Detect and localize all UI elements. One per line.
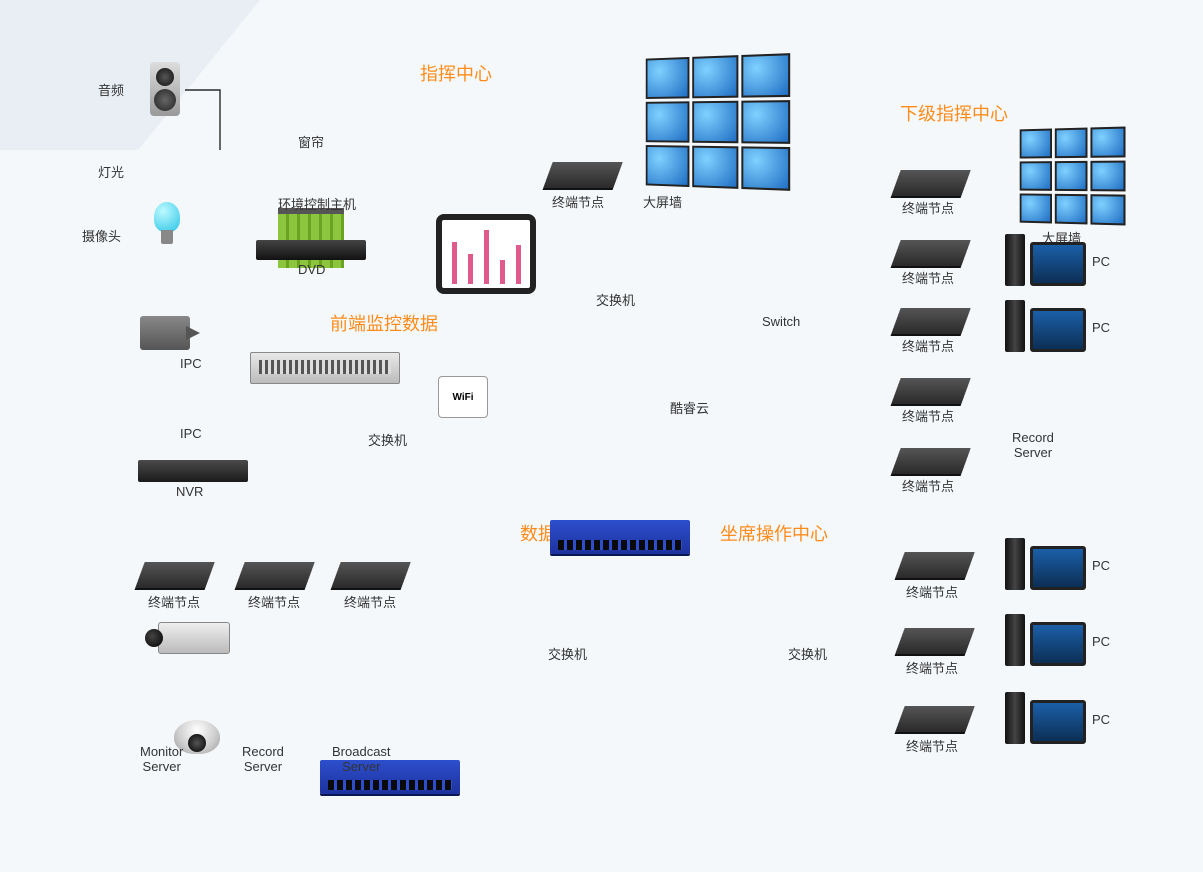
pc-label-sub-2: PC [1092,320,1110,335]
audio-label: 音频 [98,80,124,99]
broadcast-server-label: Broadcast Server [332,744,391,774]
pc-tower-1 [1005,538,1025,590]
pc-label-3: PC [1092,712,1110,727]
env-host-label: 环境控制主机 [278,194,356,213]
pc-mon-sub-1 [1030,242,1086,286]
zone-sub-command-center: 下级指挥中心 [900,100,1008,126]
terminal-op-2 [895,628,974,654]
camera-label: 摄像头 [82,226,121,245]
terminal-sub-3-label: 终端节点 [902,336,954,355]
tablet-icon [436,214,536,294]
record-server-label: Record Server [242,744,284,774]
terminal-op-2-label: 终端节点 [906,658,958,677]
ipc-label-2: IPC [180,426,202,441]
video-wall-large [646,53,790,191]
pc-label-2: PC [1092,634,1110,649]
env-host-icon [250,352,400,384]
terminal-op-3 [895,706,974,732]
terminal-sub-2-label: 终端节点 [902,268,954,287]
dvd-label: DVD [298,262,325,277]
terminal-label-cc: 终端节点 [552,192,604,211]
video-wall-label: 大屏墙 [643,192,682,211]
record-server-sub-label: Record Server [1012,430,1054,460]
terminal-label-dc-3: 终端节点 [344,592,396,611]
pc-mon-3 [1030,700,1086,744]
terminal-node-cc [543,162,622,188]
ipc-label-1: IPC [180,356,202,371]
terminal-dc-3 [331,562,410,588]
terminal-dc-1 [135,562,214,588]
ipc-box-icon [158,622,230,654]
zone-operator-center: 坐席操作中心 [720,520,828,546]
terminal-sub-5-label: 终端节点 [902,476,954,495]
cloud-label: 酷睿云 [670,398,709,417]
curtain-label: 窗帘 [298,132,324,151]
video-wall-small [1020,126,1126,225]
terminal-sub-3 [891,308,970,334]
speaker-icon [150,62,180,116]
wifi-icon: WiFi [438,376,488,418]
light-label: 灯光 [98,162,124,181]
pc-tower-sub-2 [1005,300,1025,352]
zone-front-monitor: 前端监控数据 [330,310,438,336]
terminal-sub-1 [891,170,970,196]
pc-mon-sub-2 [1030,308,1086,352]
switch-label-sub: Switch [762,314,800,329]
terminal-sub-4-label: 终端节点 [902,406,954,425]
switch-label-op: 交换机 [788,644,827,663]
nvr-icon [138,460,248,482]
switch-label-front: 交换机 [368,430,407,449]
pc-tower-sub-1 [1005,234,1025,286]
pc-tower-3 [1005,692,1025,744]
pc-mon-1 [1030,546,1086,590]
terminal-dc-2 [235,562,314,588]
pc-mon-2 [1030,622,1086,666]
terminal-label-dc-1: 终端节点 [148,592,200,611]
camera-icon [140,316,190,350]
terminal-sub-5 [891,448,970,474]
pc-tower-2 [1005,614,1025,666]
terminal-op-1 [895,552,974,578]
terminal-sub-1-label: 终端节点 [902,198,954,217]
dvd-icon [256,240,366,260]
terminal-op-1-label: 终端节点 [906,582,958,601]
switch-cc [550,520,690,554]
terminal-sub-2 [891,240,970,266]
zone-command-center: 指挥中心 [420,60,492,86]
switch-label-dc: 交换机 [548,644,587,663]
pc-label-sub-1: PC [1092,254,1110,269]
pc-label-1: PC [1092,558,1110,573]
bulb-icon [152,202,182,246]
terminal-op-3-label: 终端节点 [906,736,958,755]
nvr-label: NVR [176,484,203,499]
terminal-sub-4 [891,378,970,404]
monitor-server-label: Monitor Server [140,744,183,774]
switch-label-cc: 交换机 [596,290,635,309]
terminal-label-dc-2: 终端节点 [248,592,300,611]
diagram-stage: 酷睿云 指挥中心 下级指挥中心 前端监控数据 数据中心 坐席操作中心 音频 灯光… [0,0,1203,872]
